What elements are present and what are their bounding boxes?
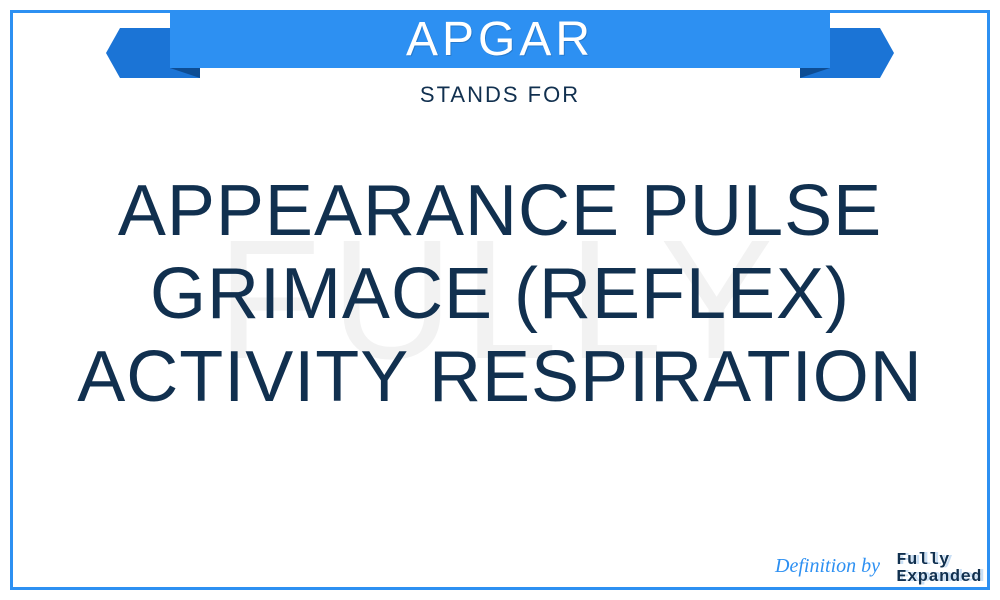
definition-text: APPEARANCE PULSE GRIMACE (REFLEX) ACTIVI… — [40, 170, 960, 418]
ribbon-fold-left — [170, 68, 200, 78]
acronym-text: APGAR — [406, 12, 594, 67]
brand-line2: Expanded — [896, 568, 982, 587]
title-ribbon: APGAR — [120, 10, 880, 80]
credit-label: Definition by — [775, 555, 880, 578]
stands-for-label: STANDS FOR — [0, 82, 1000, 108]
brand-logo: Fully Expanded — [896, 552, 982, 586]
ribbon-fold-right — [800, 68, 830, 78]
ribbon-main: APGAR — [170, 10, 830, 68]
